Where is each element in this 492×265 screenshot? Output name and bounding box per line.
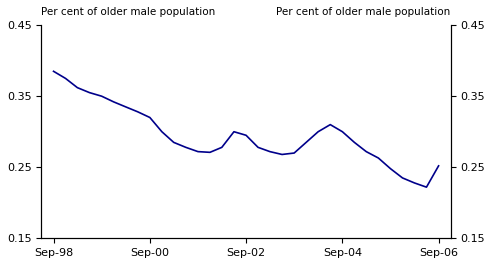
Text: Per cent of older male population: Per cent of older male population — [277, 7, 451, 17]
Text: Per cent of older male population: Per cent of older male population — [41, 7, 215, 17]
